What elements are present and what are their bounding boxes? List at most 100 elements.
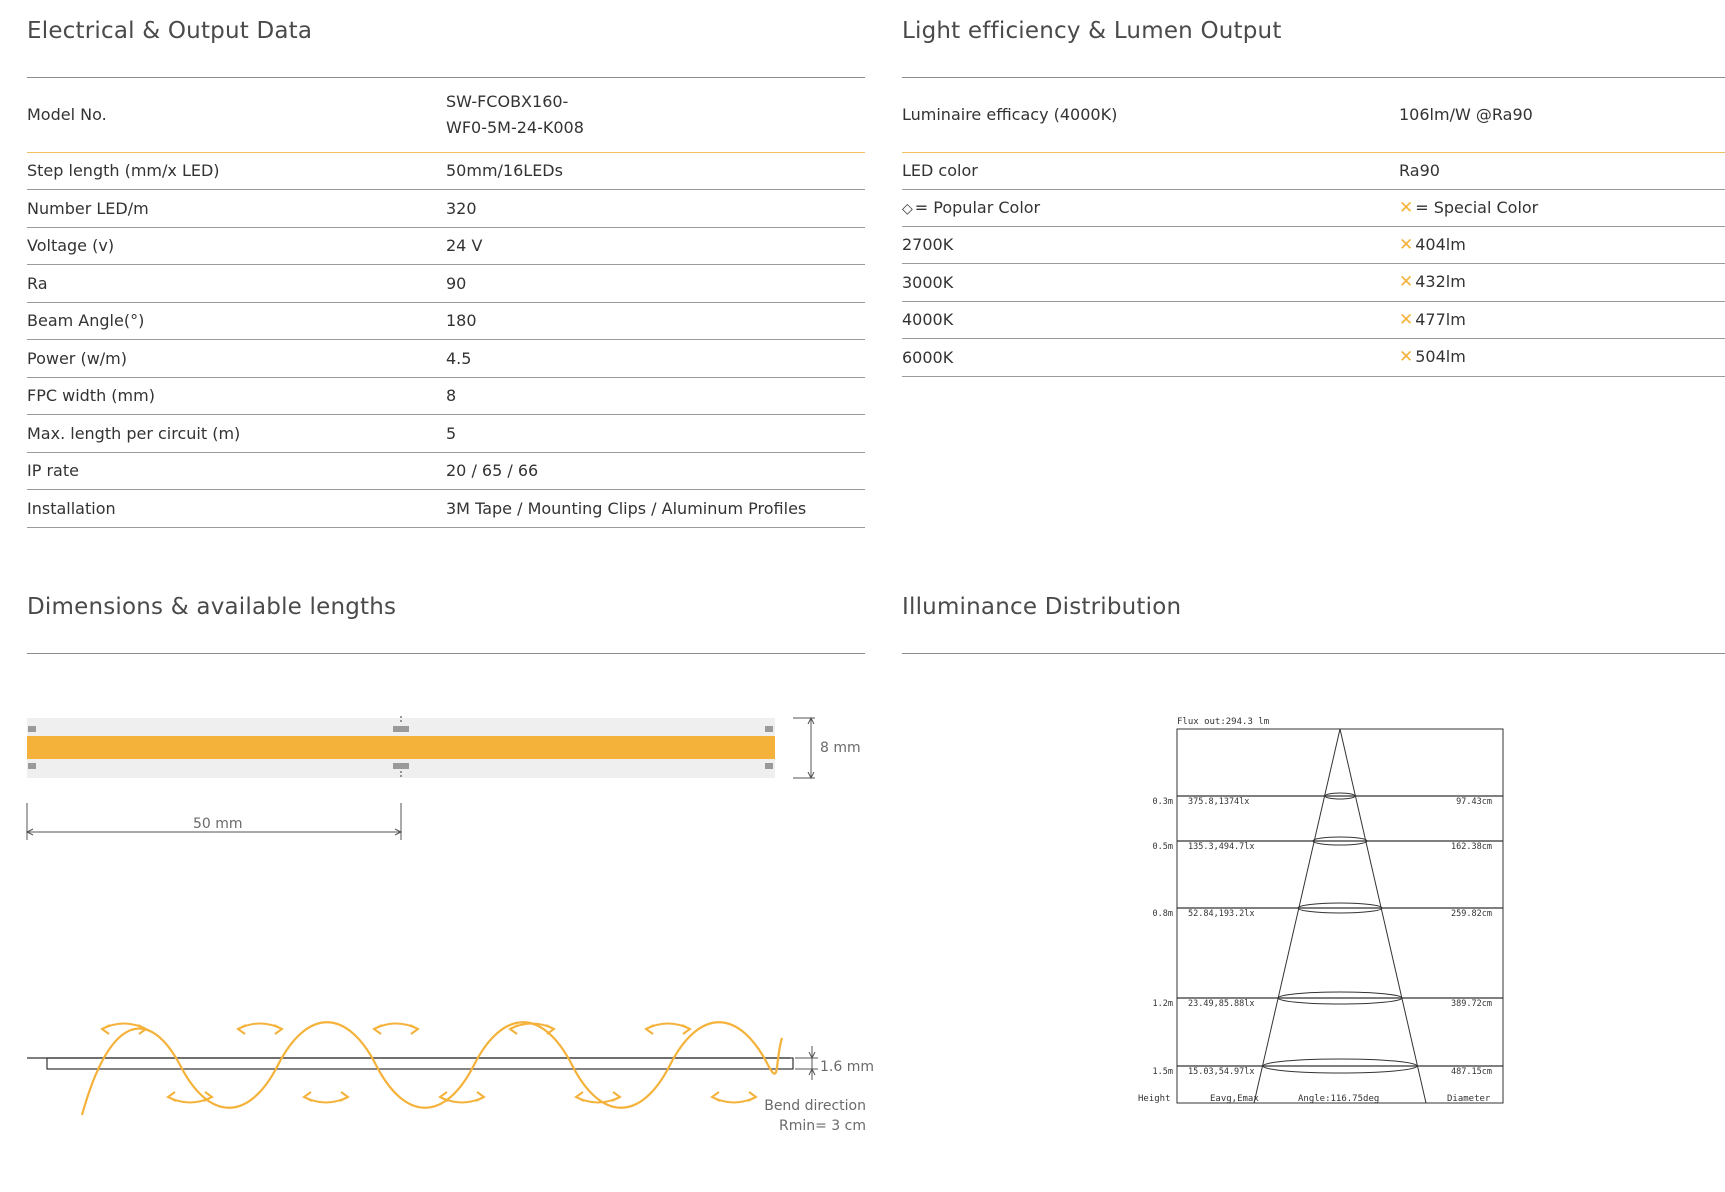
diamond-icon: ◇: [902, 201, 913, 217]
led-color-label: LED color: [902, 161, 978, 180]
cct-label: 6000K: [902, 347, 954, 367]
bend-label: Bend direction: [764, 1098, 866, 1114]
spec-label: Power (w/m): [27, 348, 128, 368]
cct-row: 2700K ✕ 404lm: [902, 226, 1725, 264]
spec-row: Beam Angle(°) 180: [27, 302, 865, 340]
cct-label: 2700K: [902, 235, 954, 255]
angle-label: Angle:116.75deg: [1298, 1094, 1379, 1104]
width-dimension: [793, 716, 815, 780]
arrow-head-icon: [166, 1091, 177, 1102]
arrow-head-icon: [508, 1024, 519, 1035]
spec-label: FPC width (mm): [27, 386, 155, 406]
arrow-head-icon: [100, 1024, 111, 1035]
spec-row: Model No. SW-FCOBX160- WF0-5M-24-K008: [27, 78, 865, 152]
lux-value: 15.03,54.97lx: [1188, 1067, 1255, 1077]
spec-label: Ra: [27, 273, 48, 293]
step-dimension: [25, 803, 403, 840]
spec-value: SW-FCOBX160- WF0-5M-24-K008: [446, 91, 584, 137]
spec-label: Beam Angle(°): [27, 311, 145, 331]
height-header: Height: [1138, 1094, 1171, 1104]
efficacy-value: 106lm/W @Ra90: [1399, 105, 1533, 125]
spec-label: Installation: [27, 498, 116, 518]
beam-edge-line: [1339, 728, 1427, 1104]
diameter-header: Diameter: [1447, 1094, 1491, 1104]
arrow-head-icon: [236, 1024, 247, 1035]
dimensions-title-rule: [27, 653, 865, 654]
height-value: 0.8m: [1153, 909, 1173, 919]
electrical-table: Model No. SW-FCOBX160- WF0-5M-24-K008 Step…: [27, 78, 865, 528]
led-color-value: Ra90: [1399, 161, 1440, 180]
spec-label: Max. length per circuit (m): [27, 423, 241, 443]
spec-row: Power (w/m) 4.5: [27, 340, 865, 377]
cct-row: 3000K ✕ 432lm: [902, 264, 1725, 301]
arrow-head-icon: [475, 1091, 486, 1102]
cct-label: 3000K: [902, 272, 954, 292]
spec-value: 24 V: [446, 236, 483, 256]
spec-label: Number LED/m: [27, 198, 149, 218]
step-label: 50 mm: [193, 816, 243, 832]
lumen-title: Light efficiency & Lumen Output: [902, 18, 1282, 44]
arrow-head-icon: [438, 1091, 449, 1102]
lumen-table: Luminaire efficacy (4000K) 106lm/W @Ra90…: [902, 78, 1725, 377]
spec-value: 8: [446, 386, 457, 406]
spec-label: Step length (mm/x LED): [27, 161, 220, 181]
efficacy-row: Luminaire efficacy (4000K) 106lm/W @Ra90: [902, 78, 1725, 152]
illuminance-title: Illuminance Distribution: [902, 594, 1182, 620]
flux-label: Flux out:294.3 lm: [1177, 717, 1269, 727]
arrow-head-icon: [644, 1024, 655, 1035]
lux-value: 135.3,494.7lx: [1188, 842, 1255, 852]
spec-value: 3M Tape / Mounting Clips / Aluminum Prof…: [446, 498, 807, 518]
spec-row: FPC width (mm) 8: [27, 377, 865, 415]
arrow-head-icon: [409, 1024, 420, 1035]
bend-arrows: [100, 1022, 758, 1104]
arrow-head-icon: [710, 1091, 721, 1102]
arrow-head-icon: [273, 1024, 284, 1035]
lumen-title-rule: [902, 77, 1725, 78]
cct-row: 4000K ✕ 477lm: [902, 301, 1725, 339]
cct-row: 6000K ✕ 504lm: [902, 339, 1725, 376]
illuminance-title-rule: [902, 653, 1725, 654]
dimensions-title: Dimensions & available lengths: [27, 594, 397, 620]
arrow-head-icon: [302, 1091, 313, 1102]
eavg-header: Eavg,Emax: [1210, 1094, 1259, 1104]
spec-row: IP rate 20 / 65 / 66: [27, 452, 865, 490]
strip-cob-band: [27, 736, 775, 759]
height-value: 1.2m: [1153, 999, 1173, 1009]
efficacy-label: Luminaire efficacy (4000K): [902, 105, 1118, 125]
diameter-value: 97.43cm: [1456, 797, 1492, 807]
diameter-value: 259.82cm: [1451, 909, 1492, 919]
spec-value: 20 / 65 / 66: [446, 461, 539, 481]
arrow-head-icon: [681, 1024, 692, 1035]
spec-row: Step length (mm/x LED) 50mm/16LEDs: [27, 152, 865, 190]
arrow-head-icon: [611, 1091, 622, 1102]
x-mark-icon: ✕: [1399, 309, 1414, 330]
cct-lumen: 432lm: [1415, 272, 1466, 292]
diameter-value: 389.72cm: [1451, 999, 1492, 1009]
bend-strip: [46, 1057, 794, 1070]
beam-cone: [1253, 728, 1427, 1104]
electrical-title-rule: [27, 77, 865, 78]
beam-edge-line: [1253, 728, 1341, 1104]
x-mark-icon: ✕: [1399, 197, 1414, 218]
electrical-title: Electrical & Output Data: [27, 18, 313, 44]
spec-row: Installation 3M Tape / Mounting Clips / A…: [27, 490, 865, 527]
arrow-head-icon: [574, 1091, 585, 1102]
spec-value: 180: [446, 311, 477, 331]
thickness-dimension: [795, 1046, 818, 1080]
legend-popular-label: = Popular Color: [914, 198, 1041, 217]
spec-value: 5: [446, 423, 457, 443]
spec-row: Number LED/m 320: [27, 190, 865, 227]
cct-label: 4000K: [902, 310, 954, 330]
bend-radius: Rmin= 3 cm: [779, 1118, 866, 1134]
arrow-head-icon: [545, 1024, 556, 1035]
height-value: 0.3m: [1153, 797, 1173, 807]
thickness-label: 1.6 mm: [820, 1059, 874, 1075]
diameter-value: 162.38cm: [1451, 842, 1492, 852]
legend-special-label: = Special Color: [1415, 197, 1539, 217]
arrow-head-icon: [747, 1091, 758, 1102]
diameter-value: 487.15cm: [1451, 1067, 1492, 1077]
x-mark-icon: ✕: [1399, 272, 1414, 293]
lux-value: 52.84,193.2lx: [1188, 909, 1255, 919]
led-color-row: LED color Ra90: [902, 152, 1725, 189]
